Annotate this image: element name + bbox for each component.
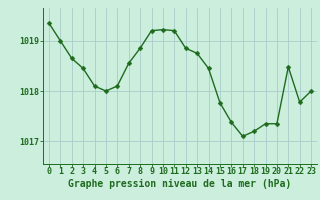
- X-axis label: Graphe pression niveau de la mer (hPa): Graphe pression niveau de la mer (hPa): [68, 179, 292, 189]
